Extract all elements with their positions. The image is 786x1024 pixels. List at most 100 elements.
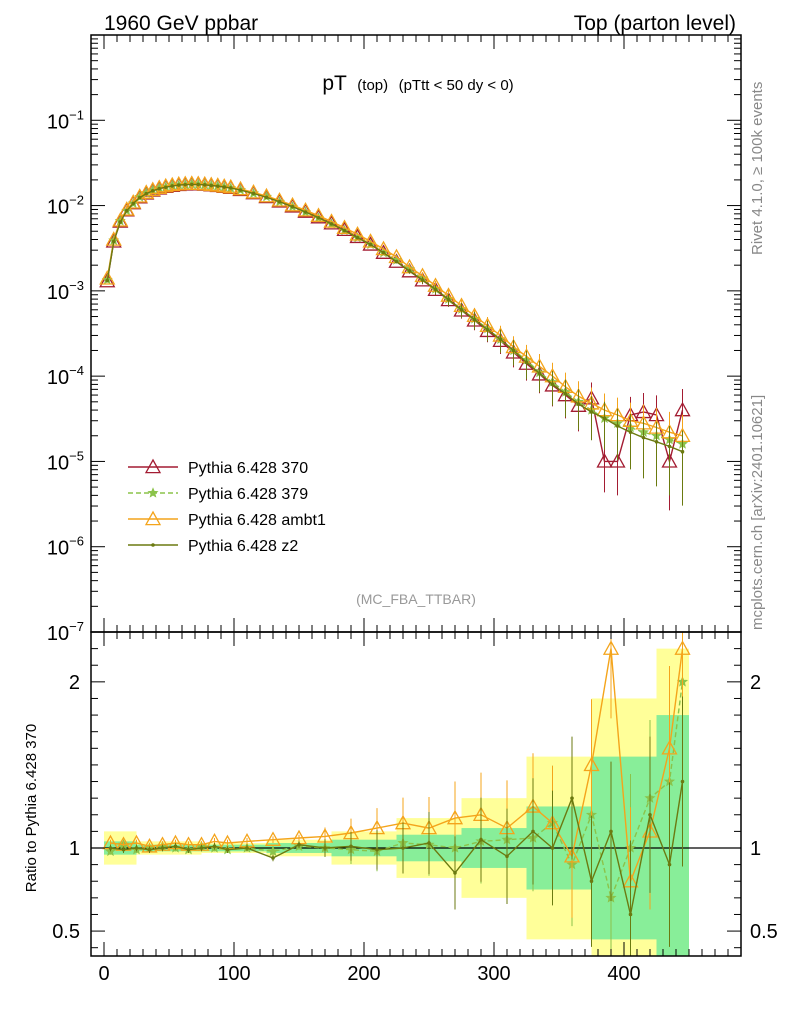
series-3-point [459, 307, 464, 312]
ratio-series-2-point [427, 841, 431, 845]
ratio-series-1-point [563, 847, 581, 863]
legend-label-2: Pythia 6.428 ambt1 [188, 512, 326, 529]
series-2-point [323, 213, 340, 228]
y-tick-label: 10−7 [47, 619, 84, 645]
series-3-point [641, 435, 646, 440]
ratio-series-2-point [199, 846, 204, 850]
header-right-label: Top (parton level) [574, 12, 736, 35]
series-3-point [394, 259, 399, 264]
series-3-point [446, 297, 451, 302]
series-3-point [407, 269, 412, 273]
series-0-point [99, 272, 116, 288]
ratio-series-2-point [589, 879, 594, 884]
header-left-label: 1960 GeV ppbar [104, 12, 258, 35]
legend-marker-3 [151, 543, 155, 547]
x-tick-label: 100 [217, 963, 250, 985]
series-3-point [131, 201, 136, 206]
series-2-point [245, 183, 262, 199]
ratio-series-2-point [375, 847, 379, 852]
ratio-y-tick-label: 1 [69, 838, 80, 860]
y-tick-label: 10−1 [47, 107, 84, 133]
ratio-series-2-point [648, 812, 652, 817]
ratio-series-2-point [628, 912, 633, 917]
series-3-point [215, 184, 220, 188]
ratio-series-2-point [121, 847, 126, 852]
mcplots-label: mcplots.cern.ch [arXiv:2401.10621] [749, 395, 766, 630]
series-2-point [112, 212, 129, 227]
series-3-point [170, 184, 175, 188]
y-tick-label: 10−3 [47, 278, 84, 304]
series-2-point [375, 240, 392, 256]
series-3-point [472, 317, 477, 322]
ratio-series-2-point [160, 846, 165, 850]
ratio-series-2-point [186, 847, 191, 852]
y-tick-label: 10−2 [47, 193, 84, 219]
green-band-segment [656, 715, 689, 956]
series-0-point [388, 253, 405, 268]
ratio-series-2-point [147, 847, 152, 852]
ratio-y-tick-label: 2 [69, 672, 80, 694]
series-3-point [290, 204, 295, 209]
ratio-series-2-point [531, 829, 535, 834]
series-3-point [628, 430, 633, 435]
series-3-point [105, 278, 110, 283]
series-3-point [157, 186, 162, 191]
series-2-point [336, 219, 353, 234]
series-2-point [271, 192, 288, 207]
series-3-point [202, 183, 207, 187]
ratio-y-tick-label-right: 2 [750, 672, 761, 694]
legend-marker-0 [144, 458, 162, 474]
series-3-point [563, 392, 568, 396]
series-3-point [524, 360, 529, 365]
ratio-series-2-point [609, 829, 613, 834]
series-3-point [576, 402, 581, 406]
x-tick-label: 200 [347, 963, 380, 985]
series-2-point [118, 201, 135, 216]
series-3-point [342, 228, 347, 233]
legend-label-0: Pythia 6.428 370 [188, 460, 308, 477]
plot-title: pT (top) (pTtt < 50 dy < 0) [322, 72, 513, 95]
ratio-series-2-point [108, 846, 113, 850]
legend-label-3: Pythia 6.428 z2 [188, 538, 298, 555]
ratio-series-2-point [401, 846, 405, 850]
series-3-point [550, 382, 555, 387]
ratio-series-2-point [505, 854, 509, 859]
x-tick-label: 300 [477, 963, 510, 985]
series-0-point [401, 262, 418, 278]
ratio-series-2-point [297, 842, 301, 847]
series-3-point [680, 449, 685, 454]
series-2-point [310, 207, 327, 222]
ratio-series-2-line [110, 781, 684, 915]
series-2-point [151, 179, 168, 194]
ratio-ylabel: Ratio to Pythia 6.428 370 [23, 724, 40, 892]
x-tick-label: 0 [98, 963, 109, 985]
series-3-point [222, 185, 227, 189]
series-3-point [228, 186, 233, 190]
ratio-y-tick-label-right: 0.5 [750, 921, 778, 943]
ratio-series-2-point [212, 844, 217, 849]
series-2-point [222, 178, 239, 194]
series-3-point [277, 199, 282, 204]
ratio-series-2-point [667, 862, 672, 867]
legend: Pythia 6.428 370 Pythia 6.428 379 Pythia 6… [128, 458, 326, 555]
analysis-watermark: (MC_FBA_TTBAR) [356, 591, 476, 607]
series-0-point [596, 453, 613, 468]
ratio-series-2-point [245, 846, 249, 850]
series-2-point [99, 270, 116, 285]
ratio-series-1-point [661, 739, 678, 755]
legend-label-1: Pythia 6.428 379 [188, 486, 308, 503]
series-3-point [420, 278, 425, 282]
series-3-point [124, 208, 129, 213]
series-2-point [362, 233, 379, 248]
series-2-point [258, 187, 275, 203]
series-3-point [264, 195, 269, 200]
series-3-point [368, 242, 373, 247]
ratio-series-2-point [134, 846, 139, 850]
series-3-point [485, 327, 490, 332]
ratio-panel-series [91, 632, 741, 956]
rivet-version-label: Rivet 4.1.0, ≥ 100k events [749, 82, 766, 255]
ratio-series-2-point [225, 847, 230, 852]
series-3-point [589, 410, 594, 414]
series-2-point [164, 176, 181, 192]
